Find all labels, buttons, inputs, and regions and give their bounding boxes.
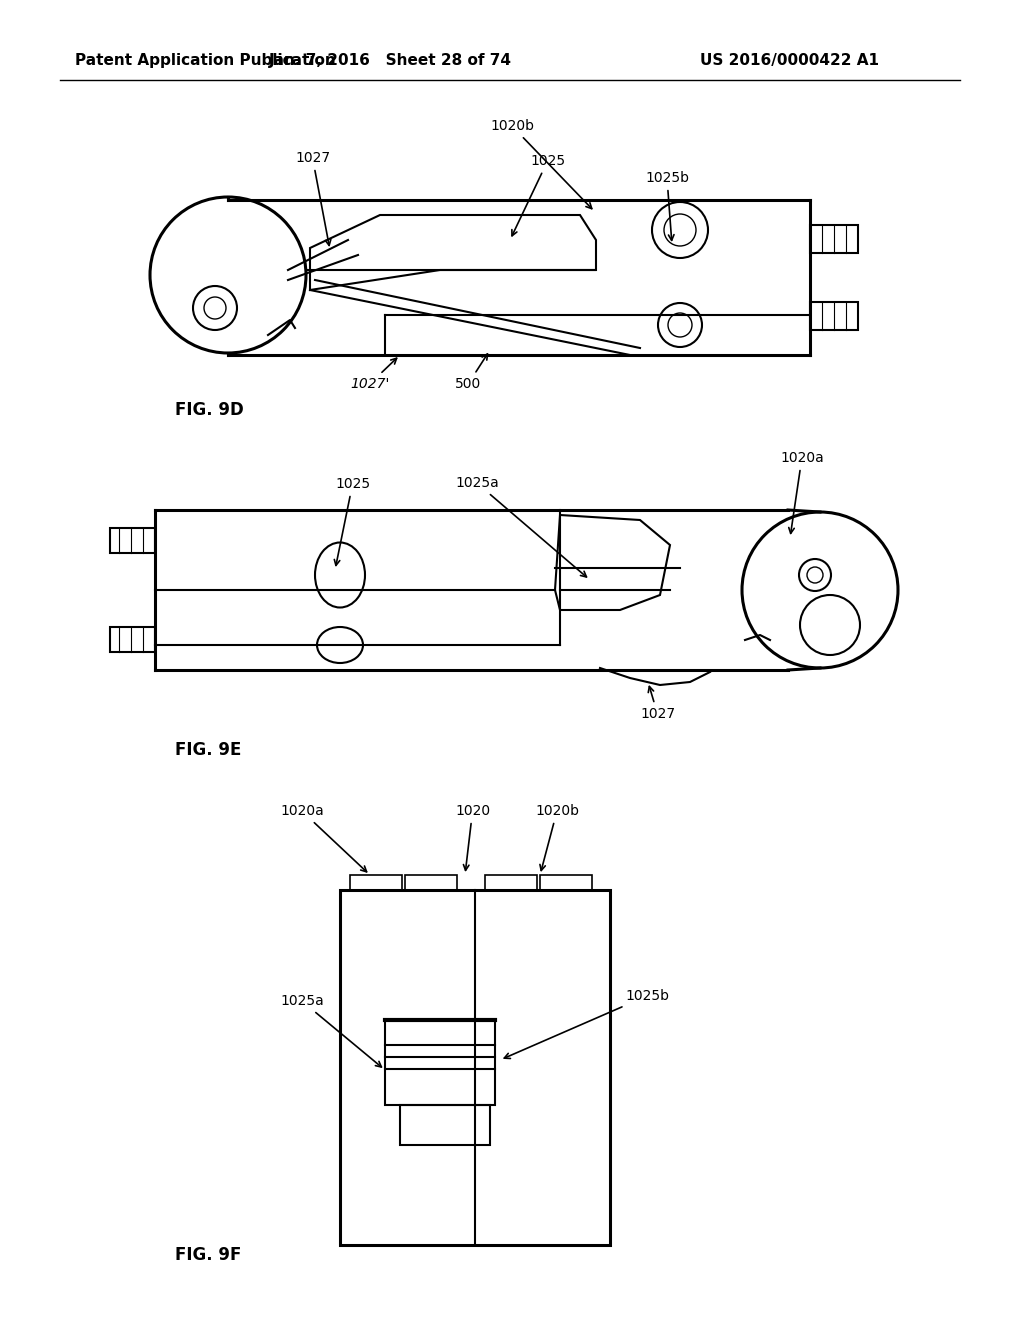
Bar xyxy=(810,302,858,330)
Text: FIG. 9F: FIG. 9F xyxy=(175,1246,242,1265)
Bar xyxy=(350,875,402,890)
Text: Jan. 7, 2016   Sheet 28 of 74: Jan. 7, 2016 Sheet 28 of 74 xyxy=(268,53,512,67)
Bar xyxy=(810,224,858,253)
Text: FIG. 9D: FIG. 9D xyxy=(175,401,244,418)
Text: 1020b: 1020b xyxy=(535,804,579,870)
Bar xyxy=(340,890,610,1245)
Bar xyxy=(485,875,537,890)
Text: 1025b: 1025b xyxy=(504,989,669,1059)
Text: FIG. 9E: FIG. 9E xyxy=(175,741,242,759)
Bar xyxy=(110,627,155,652)
Text: 1020a: 1020a xyxy=(280,804,367,871)
Bar xyxy=(110,528,155,553)
Text: 1027: 1027 xyxy=(640,686,675,721)
Text: 1025b: 1025b xyxy=(645,172,689,240)
Text: 1027': 1027' xyxy=(350,358,396,391)
Text: 1020: 1020 xyxy=(455,804,490,870)
Text: US 2016/0000422 A1: US 2016/0000422 A1 xyxy=(700,53,879,67)
Text: 1027: 1027 xyxy=(295,150,331,246)
Text: 1020a: 1020a xyxy=(780,451,823,533)
Bar xyxy=(406,875,457,890)
Text: 1020b: 1020b xyxy=(490,119,592,209)
Text: 1025: 1025 xyxy=(512,154,565,236)
Text: 1025a: 1025a xyxy=(280,994,381,1067)
Text: 500: 500 xyxy=(455,354,487,391)
Bar xyxy=(540,875,592,890)
Bar xyxy=(385,1020,495,1105)
Text: 1025: 1025 xyxy=(334,477,370,565)
Text: Patent Application Publication: Patent Application Publication xyxy=(75,53,336,67)
Bar xyxy=(400,1105,490,1144)
Text: 1025a: 1025a xyxy=(455,477,587,577)
